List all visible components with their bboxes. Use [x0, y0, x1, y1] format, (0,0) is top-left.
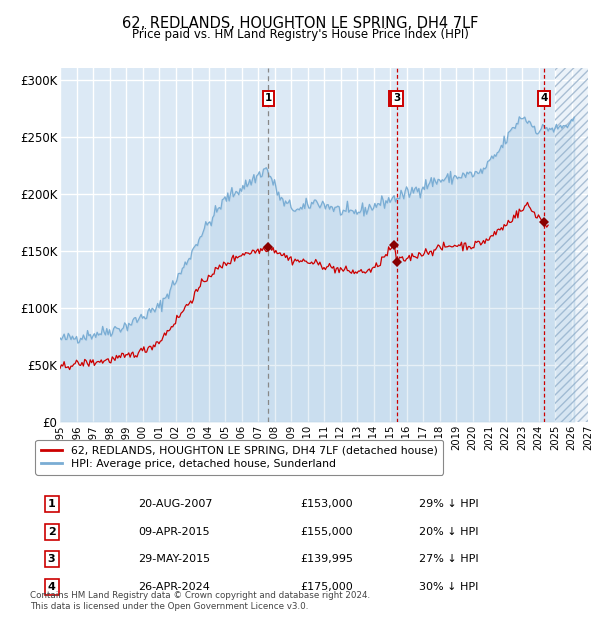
Text: 3: 3: [48, 554, 55, 564]
Text: £139,995: £139,995: [300, 554, 353, 564]
Text: Contains HM Land Registry data © Crown copyright and database right 2024.
This d: Contains HM Land Registry data © Crown c…: [30, 591, 370, 611]
Text: Price paid vs. HM Land Registry's House Price Index (HPI): Price paid vs. HM Land Registry's House …: [131, 28, 469, 41]
Text: £153,000: £153,000: [300, 499, 353, 509]
Text: 27% ↓ HPI: 27% ↓ HPI: [419, 554, 478, 564]
Legend: 62, REDLANDS, HOUGHTON LE SPRING, DH4 7LF (detached house), HPI: Average price, : 62, REDLANDS, HOUGHTON LE SPRING, DH4 7L…: [35, 440, 443, 474]
Text: 4: 4: [47, 582, 56, 592]
Text: 30% ↓ HPI: 30% ↓ HPI: [419, 582, 478, 592]
Text: 1: 1: [265, 93, 272, 104]
Text: 26-APR-2024: 26-APR-2024: [138, 582, 210, 592]
Text: 2: 2: [391, 93, 398, 104]
Text: £155,000: £155,000: [300, 527, 353, 537]
Text: 29-MAY-2015: 29-MAY-2015: [138, 554, 210, 564]
Text: 29% ↓ HPI: 29% ↓ HPI: [419, 499, 478, 509]
Text: 62, REDLANDS, HOUGHTON LE SPRING, DH4 7LF: 62, REDLANDS, HOUGHTON LE SPRING, DH4 7L…: [122, 16, 478, 30]
Text: 09-APR-2015: 09-APR-2015: [138, 527, 209, 537]
Text: 3: 3: [393, 93, 400, 104]
Text: 4: 4: [540, 93, 547, 104]
Text: 1: 1: [48, 499, 55, 509]
Text: £175,000: £175,000: [300, 582, 353, 592]
Text: 20% ↓ HPI: 20% ↓ HPI: [419, 527, 478, 537]
Bar: [555, 68, 588, 422]
Text: 2: 2: [48, 527, 55, 537]
Bar: [555, 68, 588, 422]
Text: 20-AUG-2007: 20-AUG-2007: [138, 499, 212, 509]
